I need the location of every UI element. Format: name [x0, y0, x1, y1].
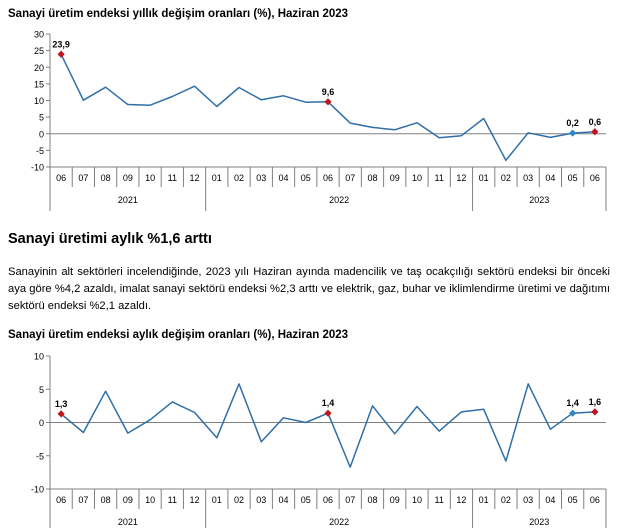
monthly-x-tick-label: 10: [145, 495, 155, 505]
monthly-x-tick-label: 06: [590, 495, 600, 505]
monthly-data-label: 1,3: [55, 399, 68, 409]
yearly-data-point-marker: [57, 50, 65, 58]
yearly-y-tick-label: 25: [34, 46, 44, 56]
yearly-x-tick-label: 08: [367, 173, 377, 183]
monthly-year-label: 2022: [329, 517, 349, 527]
monthly-y-tick-label: 5: [39, 385, 44, 395]
monthly-x-tick-label: 05: [568, 495, 578, 505]
section-heading: Sanayi üretimi aylık %1,6 arttı: [8, 231, 212, 247]
yearly-data-point-marker: [591, 128, 599, 136]
monthly-x-tick-label: 11: [168, 495, 177, 505]
yearly-x-tick-label: 02: [501, 173, 511, 183]
monthly-x-tick-label: 09: [390, 495, 400, 505]
yearly-x-tick-label: 01: [479, 173, 489, 183]
yearly-x-tick-label: 08: [101, 173, 111, 183]
monthly-x-tick-label: 04: [279, 495, 289, 505]
monthly-x-tick-label: 01: [479, 495, 489, 505]
monthly-x-tick-label: 07: [345, 495, 355, 505]
monthly-y-tick-label: -5: [36, 451, 44, 461]
yearly-y-tick-label: 0: [39, 129, 44, 139]
monthly-data-point-marker: [591, 408, 599, 416]
yearly-x-tick-label: 06: [323, 173, 333, 183]
monthly-x-tick-label: 04: [545, 495, 555, 505]
monthly-y-tick-label: -10: [31, 485, 44, 495]
yearly-y-tick-label: -10: [31, 163, 44, 173]
yearly-x-tick-label: 07: [78, 173, 88, 183]
yearly-series-line: [60, 53, 595, 162]
monthly-x-tick-label: 08: [101, 495, 111, 505]
monthly-x-tick-label: 09: [123, 495, 133, 505]
monthly-series-line: [60, 383, 595, 468]
yearly-data-label: 0,2: [566, 118, 579, 128]
yearly-y-tick-label: 30: [34, 30, 44, 40]
monthly-x-tick-label: 12: [190, 495, 200, 505]
monthly-data-label: 1,6: [589, 397, 602, 407]
monthly-x-tick-label: 03: [523, 495, 533, 505]
monthly-year-label: 2021: [118, 517, 138, 527]
monthly-data-point-marker: [569, 409, 577, 417]
monthly-x-tick-label: 06: [56, 495, 66, 505]
yearly-x-tick-label: 06: [590, 173, 600, 183]
yearly-x-tick-label: 05: [301, 173, 311, 183]
monthly-x-tick-label: 06: [323, 495, 333, 505]
yearly-x-tick-label: 05: [568, 173, 578, 183]
monthly-data-point-marker: [324, 409, 332, 417]
yearly-x-tick-label: 09: [123, 173, 133, 183]
yearly-data-point-marker: [324, 98, 332, 106]
monthly-x-tick-label: 08: [367, 495, 377, 505]
yearly-y-tick-label: -5: [36, 146, 44, 156]
body-paragraph: Sanayinin alt sektörleri incelendiğinde,…: [8, 266, 610, 312]
yearly-x-tick-label: 04: [279, 173, 289, 183]
yearly-x-tick-label: 01: [212, 173, 222, 183]
yearly-year-label: 2021: [118, 195, 138, 205]
yearly-x-tick-label: 12: [190, 173, 200, 183]
yearly-chart-title: Sanayi üretim endeksi yıllık değişim ora…: [8, 8, 349, 20]
yearly-x-tick-label: 10: [412, 173, 422, 183]
monthly-x-tick-label: 02: [234, 495, 244, 505]
monthly-x-tick-label: 10: [412, 495, 422, 505]
monthly-data-label: 1,4: [566, 398, 579, 408]
yearly-year-label: 2022: [329, 195, 349, 205]
yearly-x-tick-label: 10: [145, 173, 155, 183]
yearly-data-point-marker: [569, 129, 577, 137]
yearly-data-label: 9,6: [322, 87, 335, 97]
yearly-x-tick-label: 11: [168, 173, 177, 183]
monthly-x-tick-label: 12: [456, 495, 466, 505]
monthly-y-tick-label: 0: [39, 418, 44, 428]
monthly-data-label: 1,4: [322, 398, 335, 408]
monthly-x-tick-label: 03: [256, 495, 266, 505]
monthly-x-tick-label: 02: [501, 495, 511, 505]
yearly-x-tick-label: 02: [234, 173, 244, 183]
yearly-y-tick-label: 20: [34, 63, 44, 73]
yearly-x-tick-label: 04: [545, 173, 555, 183]
yearly-y-tick-label: 15: [34, 79, 44, 89]
yearly-x-tick-label: 09: [390, 173, 400, 183]
monthly-x-tick-label: 01: [212, 495, 222, 505]
monthly-x-tick-label: 05: [301, 495, 311, 505]
yearly-y-tick-label: 5: [39, 113, 44, 123]
monthly-chart-title: Sanayi üretim endeksi aylık değişim oran…: [8, 329, 349, 341]
yearly-x-tick-label: 07: [345, 173, 355, 183]
monthly-year-label: 2023: [529, 517, 549, 527]
yearly-year-label: 2023: [529, 195, 549, 205]
yearly-x-tick-label: 11: [435, 173, 444, 183]
yearly-x-tick-label: 12: [456, 173, 466, 183]
yearly-data-label: 0,6: [589, 117, 602, 127]
yearly-data-label: 23,9: [52, 39, 70, 49]
yearly-x-tick-label: 06: [56, 173, 66, 183]
yearly-y-tick-label: 10: [34, 96, 44, 106]
monthly-x-tick-label: 07: [78, 495, 88, 505]
monthly-x-tick-label: 11: [435, 495, 444, 505]
yearly-x-tick-label: 03: [523, 173, 533, 183]
yearly-x-tick-label: 03: [256, 173, 266, 183]
monthly-y-tick-label: 10: [34, 352, 44, 362]
